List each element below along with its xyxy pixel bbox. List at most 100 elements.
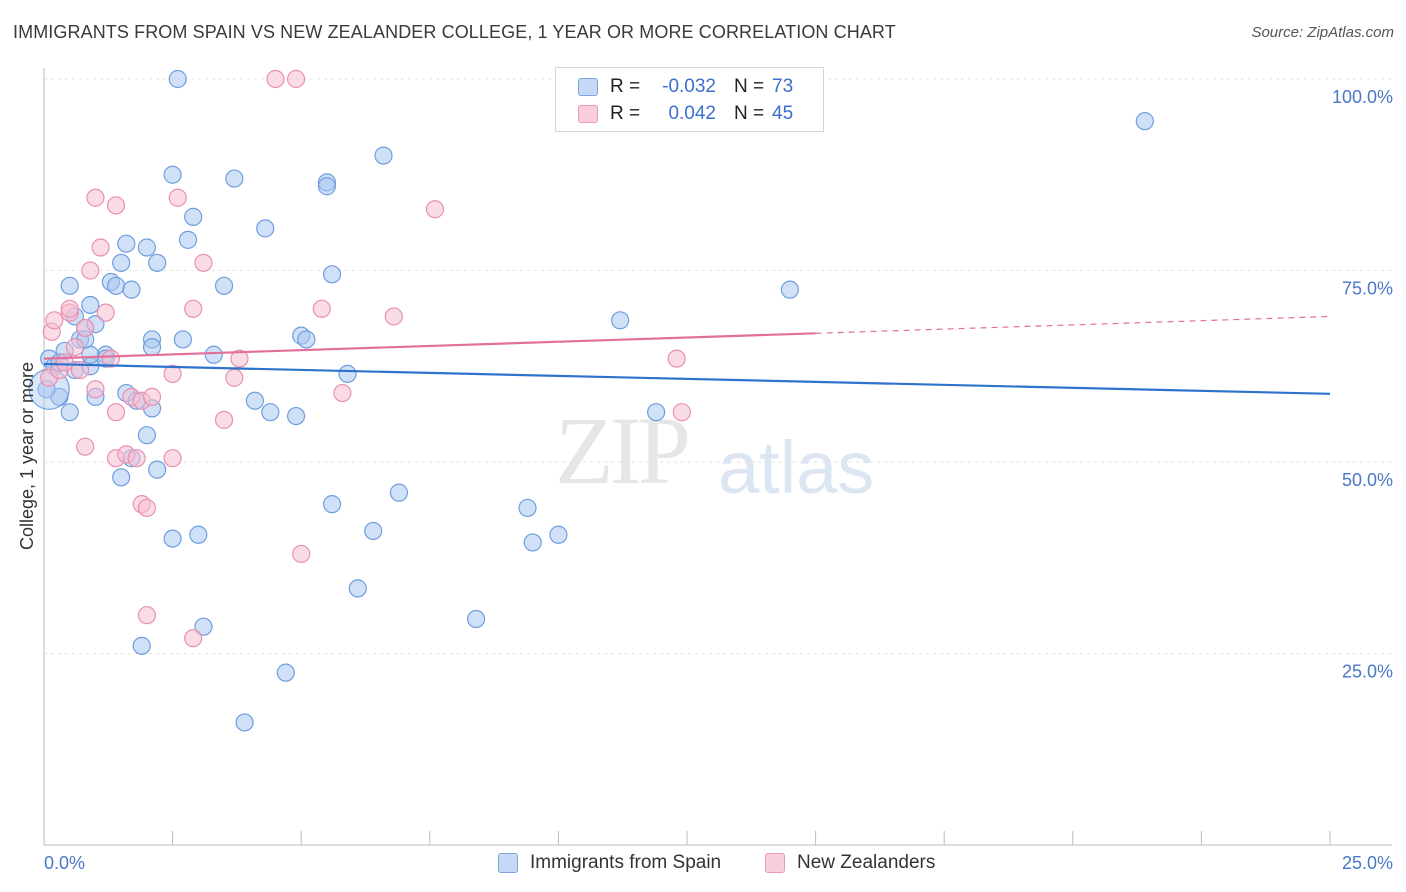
point-spain [245, 391, 265, 410]
point-nz [333, 383, 352, 403]
point-nz [384, 307, 403, 326]
bottom-legend-spain: Immigrants from Spain [498, 852, 721, 874]
point-nz [76, 437, 95, 456]
bottom-legend-label-nz: New Zealanders [797, 852, 936, 873]
legend-row-spain: R = -0.032 N = 73 [578, 75, 793, 99]
gridlines [44, 78, 1392, 654]
point-nz [184, 299, 203, 318]
point-spain [122, 280, 141, 299]
point-nz [194, 253, 213, 272]
point-nz [45, 311, 64, 330]
point-spain [364, 521, 383, 541]
point-nz [106, 403, 126, 422]
point-nz [667, 349, 686, 368]
y-tick-label: 75.0% [1342, 279, 1393, 299]
point-nz [425, 200, 445, 219]
point-spain [523, 533, 542, 552]
series-immigrants-from-spain [28, 69, 1154, 732]
point-spain [374, 146, 393, 165]
watermark-zip: ZIP [555, 397, 691, 504]
point-nz [55, 353, 74, 372]
point-nz [106, 196, 126, 215]
bottom-legend-label-spain: Immigrants from Spain [530, 852, 722, 873]
point-spain [348, 579, 367, 598]
point-nz [96, 303, 115, 322]
bottom-legend-nz: New Zealanders [765, 852, 935, 874]
point-spain [518, 498, 537, 518]
series-new-zealanders [40, 69, 691, 648]
point-spain [178, 230, 198, 249]
legend-n-label: N = [734, 76, 765, 97]
point-nz [91, 238, 110, 257]
point-spain [780, 280, 799, 299]
point-spain [137, 238, 156, 257]
point-spain [137, 426, 156, 445]
x-tick-label-min: 0.0% [44, 853, 85, 873]
bottom-legend-swatch-blue [498, 853, 518, 873]
point-spain [549, 525, 568, 544]
trend-line-spain [43, 362, 1331, 395]
point-spain [194, 617, 213, 636]
legend-swatch-blue [578, 78, 598, 96]
chart-title: IMMIGRANTS FROM SPAIN VS NEW ZEALANDER C… [13, 22, 896, 42]
point-nz [127, 449, 146, 468]
point-nz [292, 544, 311, 564]
point-spain [163, 529, 182, 548]
point-nz [225, 368, 244, 387]
source-credit: Source: ZipAtlas.com [1251, 24, 1394, 41]
y-tick-label: 100.0% [1332, 87, 1393, 107]
point-spain [647, 403, 666, 422]
axes [43, 68, 1392, 846]
point-nz [286, 69, 306, 89]
point-nz [163, 364, 182, 384]
point-spain [112, 253, 131, 272]
point-nz [76, 318, 95, 338]
point-nz [163, 449, 182, 468]
trend-line-nz-extrapolated [815, 315, 1331, 334]
y-tick-label: 25.0% [1342, 662, 1393, 682]
point-spain [322, 495, 342, 514]
legend-n-value: 45 [772, 103, 794, 124]
point-spain [611, 311, 630, 330]
point-spain [322, 265, 342, 284]
point-spain [297, 330, 316, 349]
point-spain [214, 276, 234, 295]
trend-lines [43, 315, 1331, 395]
point-spain [261, 403, 280, 422]
point-nz [60, 299, 79, 318]
legend-n-value: 73 [772, 76, 794, 97]
point-spain [142, 338, 162, 357]
y-axis-label: College, 1 year or more [17, 362, 37, 550]
point-nz [230, 349, 249, 368]
legend-r-label: R = [610, 103, 641, 124]
point-spain [466, 609, 486, 629]
bottom-legend-swatch-pink [765, 853, 785, 873]
legend-swatch-pink [578, 105, 598, 123]
point-spain [117, 234, 136, 253]
point-nz [266, 69, 285, 89]
point-nz [214, 410, 234, 429]
point-spain [389, 483, 409, 502]
point-spain [60, 403, 79, 422]
point-nz [65, 338, 84, 357]
point-spain [1135, 112, 1154, 131]
point-nz [101, 349, 120, 368]
point-spain [112, 468, 131, 487]
point-nz [142, 387, 162, 406]
legend-r-value: -0.032 [662, 76, 716, 97]
point-nz [137, 498, 156, 518]
legend-n-label: N = [734, 103, 765, 124]
point-nz [81, 261, 100, 280]
point-nz [184, 629, 203, 648]
point-spain [81, 295, 100, 315]
point-spain [168, 69, 187, 89]
y-tick-label: 50.0% [1342, 470, 1393, 490]
tick-labels: 100.0% 75.0% 50.0% 25.0% 0.0% 25.0% [44, 87, 1393, 873]
point-spain [132, 636, 151, 655]
point-nz [312, 299, 331, 318]
point-spain [163, 165, 182, 184]
point-spain [338, 364, 357, 384]
point-spain [189, 525, 208, 544]
point-nz [86, 188, 105, 207]
